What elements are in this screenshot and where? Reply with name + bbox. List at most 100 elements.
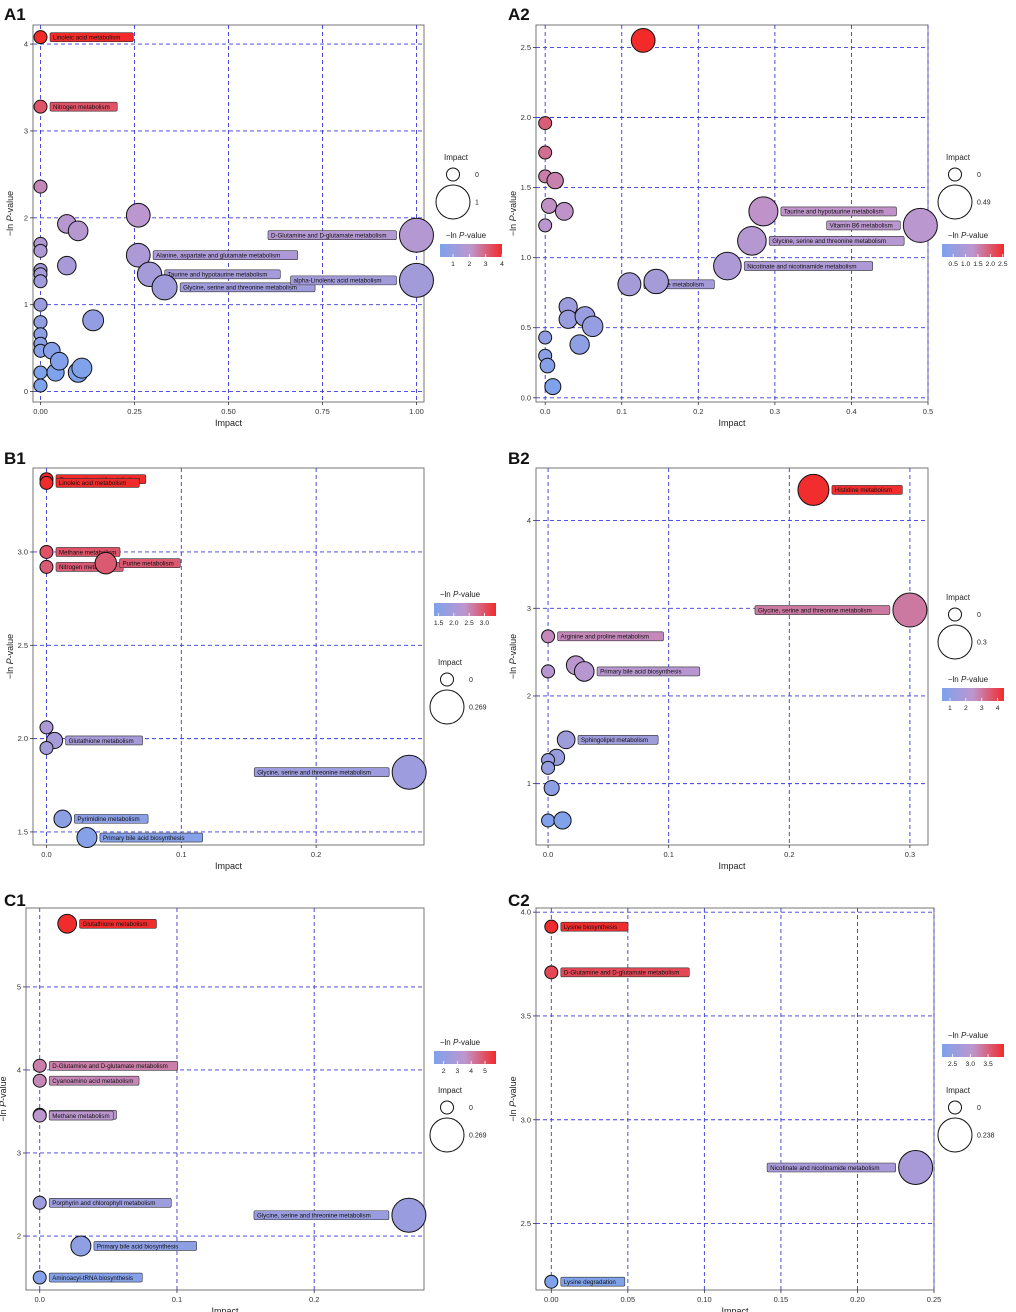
panel-a1: A1 0.00 0.25 0.50 0.75 1.00 0 1 2 3 4 Impact −ln P-v…	[4, 5, 504, 428]
size-legend-label: 0.3	[977, 640, 987, 647]
data-point	[748, 196, 779, 227]
y-tick-label: 2	[17, 1232, 21, 1241]
point-label-box	[267, 230, 397, 241]
size-legend-label: 0	[475, 172, 479, 179]
data-point	[546, 171, 564, 190]
size-legend-circle	[429, 1117, 465, 1153]
data-point	[391, 754, 427, 790]
color-legend-tick-label: 1.5	[973, 261, 983, 268]
data-point	[539, 357, 556, 374]
data-point	[569, 334, 590, 355]
x-tick-label: 0.50	[221, 407, 236, 416]
data-point	[398, 262, 434, 298]
y-tick-label: 0.0	[521, 393, 531, 402]
point-label-box	[119, 558, 181, 568]
data-point	[538, 330, 553, 345]
point-label-text: Nitrogen metabolism	[59, 564, 116, 571]
size-legend: Impact 0 1	[435, 153, 479, 220]
point-label-box	[48, 1060, 179, 1071]
size-legend-title: Impact	[946, 1086, 971, 1095]
point-label: Primary bile acid biosynthesis	[93, 1241, 197, 1251]
data-point	[544, 965, 559, 980]
point-label-text: Lysine degradation	[564, 1279, 617, 1286]
data-point	[391, 1197, 427, 1233]
size-legend: Impact 0 0.49	[937, 153, 991, 220]
point-label: Nitrogen metabolism	[49, 101, 118, 112]
point-label: Taurine and hypotaurine metabolism	[780, 206, 897, 217]
data-point	[544, 378, 562, 396]
point-label-text: Linoleic acid metabolism	[59, 480, 126, 487]
point-label-box	[577, 734, 659, 745]
point-label-text: Methane metabolism	[52, 1113, 109, 1120]
point-label-box	[74, 814, 149, 824]
color-legend-bar	[434, 603, 496, 616]
size-legend-label: 0.238	[977, 1133, 995, 1140]
data-point	[573, 661, 595, 682]
point-label-text: Arginine and proline metabolism	[561, 634, 649, 641]
x-tick-label: 0.05	[621, 1295, 636, 1304]
data-point	[554, 202, 574, 221]
point-label: Sphingolipid metabolism	[577, 734, 659, 745]
x-axis-label: Impact	[211, 1306, 239, 1312]
point-label: Aminoacyl-tRNA biosynthesis	[48, 1272, 143, 1283]
point-label-box	[48, 1198, 172, 1208]
data-point	[33, 274, 48, 289]
point-label: Primary bile acid biosynthesis	[99, 832, 203, 843]
x-tick-label: 0.3	[905, 850, 915, 859]
y-tick-label: 0.5	[521, 323, 531, 332]
size-legend-label: 0.269	[469, 1133, 487, 1140]
y-tick-label: 3	[527, 604, 531, 613]
data-point	[540, 197, 558, 214]
data-point	[151, 274, 178, 301]
point-label-box	[179, 282, 316, 293]
point-label: alpha-Linolenic acid metabolism	[290, 275, 397, 286]
point-label-box	[780, 206, 897, 217]
x-tick-label: 0.20	[850, 1295, 865, 1304]
point-label-text: D-Glutamine and D-glutamate metabolism	[564, 970, 680, 977]
point-label-box	[560, 1276, 626, 1287]
size-legend-title: Impact	[438, 658, 463, 667]
color-legend-title: −ln P-value	[948, 675, 989, 684]
y-tick-label: 2.5	[521, 1219, 531, 1228]
point-label-text: Nitrogen metabolism	[53, 104, 110, 111]
point-label-text: Linoleic acid metabolism	[53, 34, 120, 41]
y-tick-label: 1	[24, 300, 28, 309]
data-point	[538, 145, 553, 160]
point-label-box	[560, 967, 690, 978]
point-label-box	[766, 1162, 896, 1173]
color-legend: −ln P-value 0.5 1.0 1.5 2.0 2.5	[942, 231, 1008, 268]
point-label-text: Lysine biosynthesis	[564, 924, 617, 931]
size-legend-circle	[948, 607, 962, 622]
x-tick-label: 0.00	[544, 1295, 559, 1304]
point-label: Alanine, aspartate and glutamate metabol…	[152, 250, 299, 260]
y-tick-label: 2	[527, 691, 531, 700]
y-tick-label: 1.5	[521, 183, 531, 192]
x-tick-label: 0.25	[127, 407, 142, 416]
size-legend-label: 1	[475, 200, 479, 207]
color-legend-bar	[942, 1044, 1004, 1057]
data-point	[39, 475, 54, 490]
data-point	[797, 473, 830, 506]
x-tick-label: 0.2	[311, 850, 321, 859]
y-tick-label: 3.5	[521, 1011, 531, 1020]
data-point	[643, 268, 669, 295]
point-label-text: Methane metabolism	[59, 549, 116, 556]
point-label-text: alpha-Linolenic acid metabolism	[294, 278, 382, 285]
color-legend-bar	[440, 244, 502, 257]
x-tick-label: 0.25	[927, 1295, 942, 1304]
color-legend-tick-label: 5	[483, 1068, 487, 1075]
size-legend: Impact 0 0.269	[429, 658, 487, 725]
point-label-text: Sphingolipid metabolism	[581, 737, 648, 744]
y-tick-label: 3	[17, 1148, 21, 1157]
data-point	[94, 551, 118, 575]
size-legend-title: Impact	[946, 153, 971, 162]
x-tick-label: 0.2	[309, 1295, 319, 1304]
x-axis-label: Impact	[718, 418, 746, 428]
data-point	[541, 760, 556, 775]
color-legend-tick-label: 3	[484, 261, 488, 268]
y-tick-label: 4.0	[521, 908, 531, 917]
point-label: Glycine, serine and threonine metabolism	[179, 282, 316, 293]
data-point	[33, 30, 48, 45]
color-legend: −ln P-value 1.5 2.0 2.5 3.0	[434, 590, 496, 627]
size-legend-label: 0	[977, 172, 981, 179]
